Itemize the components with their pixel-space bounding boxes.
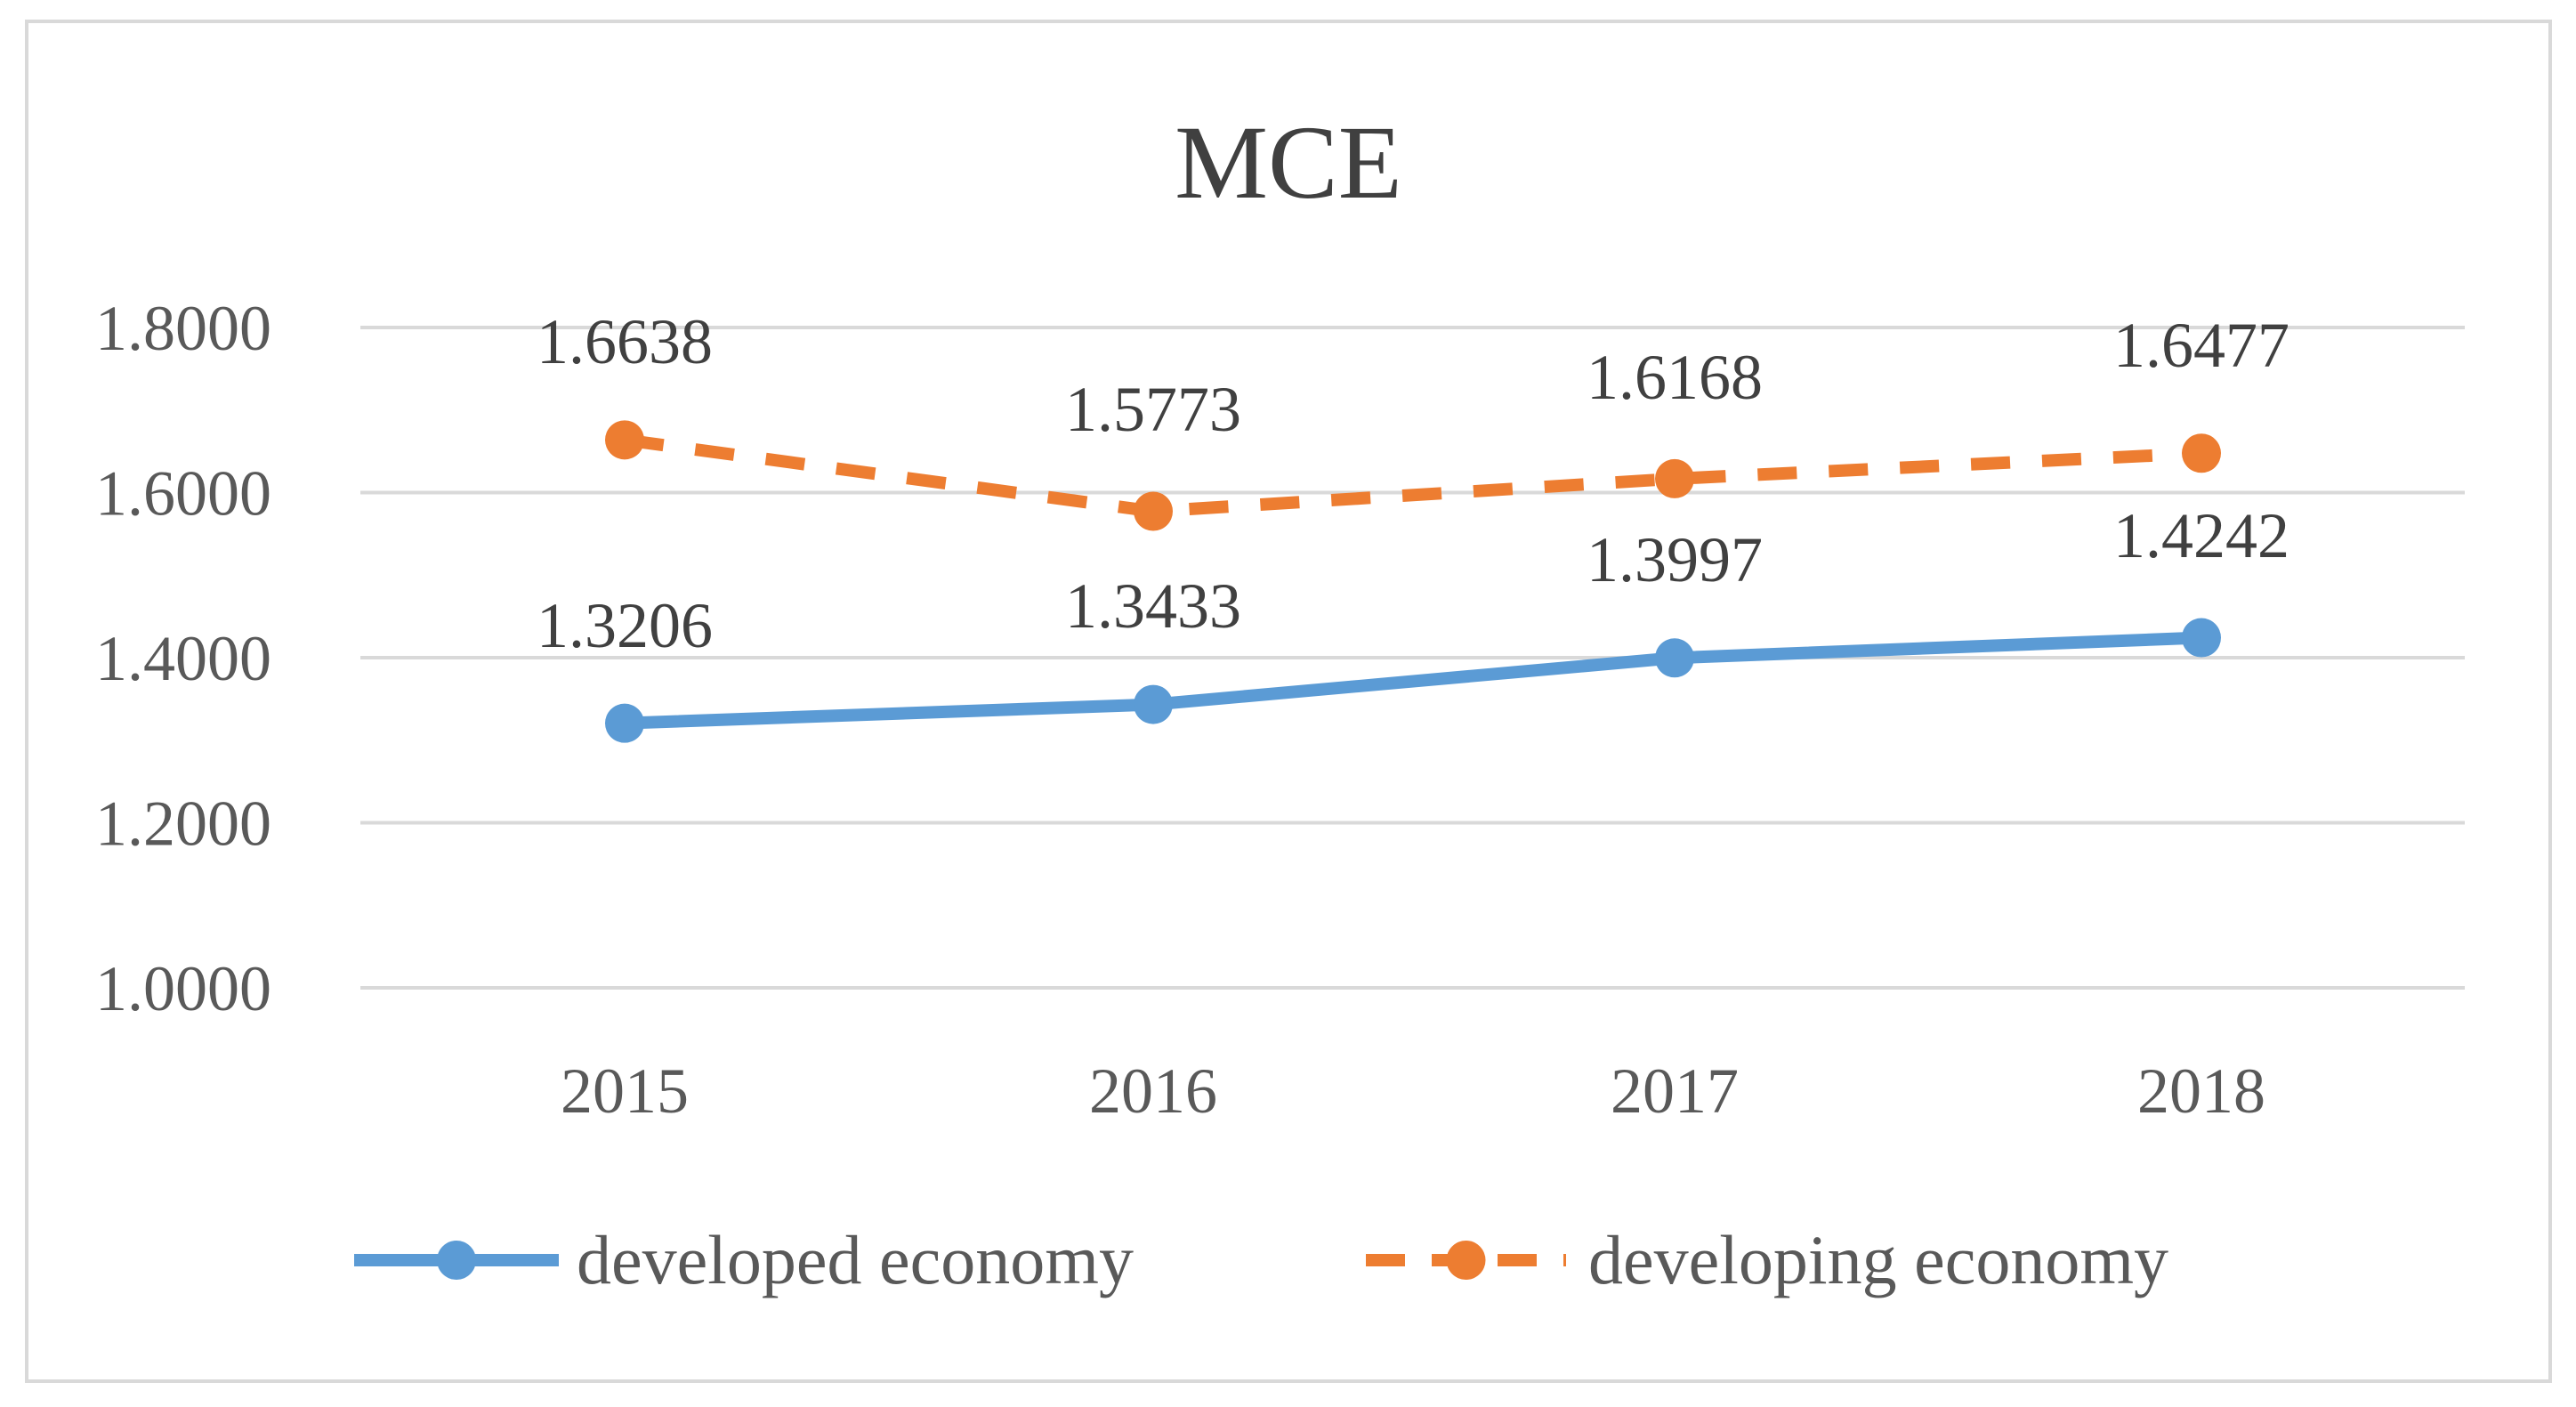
data-point-marker	[2182, 618, 2221, 658]
data-label: 1.6477	[2113, 310, 2289, 381]
x-axis-ticks: 2015 2016 2017 2018	[561, 1055, 2265, 1127]
data-point-marker	[1134, 491, 1173, 531]
legend: developed economy developing economy	[354, 1221, 2168, 1298]
gridlines	[360, 326, 2465, 990]
legend-item: developing economy	[1366, 1221, 2168, 1298]
chart-frame	[25, 20, 2552, 1383]
y-tick-label: 1.4000	[95, 623, 271, 694]
legend-item: developed economy	[354, 1221, 1134, 1298]
data-point-marker	[605, 420, 644, 460]
data-label: 1.3433	[1065, 570, 1241, 642]
data-label: 1.5773	[1065, 374, 1241, 445]
y-tick-label: 1.6000	[95, 458, 271, 530]
legend-label: developed economy	[577, 1221, 1134, 1298]
data-point-marker	[605, 703, 644, 743]
x-tick-label: 2017	[1611, 1055, 1739, 1127]
y-tick-label: 1.8000	[95, 293, 271, 364]
legend-marker	[437, 1241, 476, 1280]
legend-marker	[1446, 1241, 1486, 1280]
data-label: 1.6168	[1587, 342, 1763, 413]
series-lines	[605, 420, 2221, 743]
data-point-marker	[2182, 433, 2221, 473]
data-point-marker	[1655, 638, 1694, 678]
y-tick-label: 1.2000	[95, 788, 271, 860]
x-tick-label: 2018	[2137, 1055, 2265, 1127]
data-label: 1.6638	[537, 306, 713, 377]
series-line-developing-economy	[624, 433, 2202, 518]
data-labels: 1.3206 1.3433 1.3997 1.4242 1.6638 1.5773 1.61…	[537, 306, 2289, 661]
y-axis-ticks: 1.0000 1.2000 1.4000 1.6000 1.8000	[95, 293, 271, 1024]
x-tick-label: 2016	[1089, 1055, 1217, 1127]
data-label: 1.4242	[2113, 500, 2289, 571]
y-tick-label: 1.0000	[95, 953, 271, 1024]
legend-label: developing economy	[1588, 1221, 2168, 1298]
series-line-developed-economy	[618, 631, 2208, 730]
x-tick-label: 2015	[561, 1055, 689, 1127]
data-point-marker	[1655, 458, 1694, 498]
data-label: 1.3206	[537, 590, 713, 661]
chart-title: MCE	[1175, 104, 1402, 221]
data-point-marker	[1134, 684, 1173, 724]
data-label: 1.3997	[1587, 524, 1763, 595]
